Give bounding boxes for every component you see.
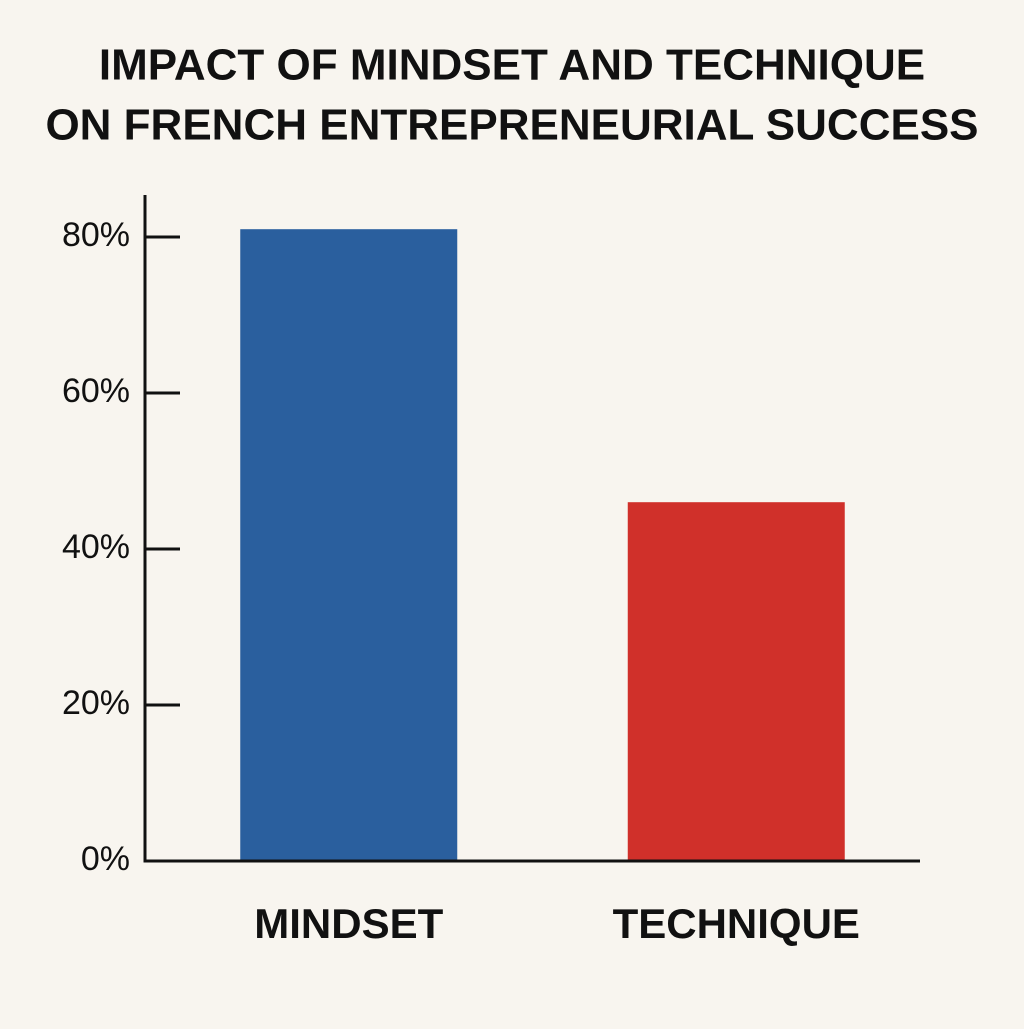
y-tick-label: 40% <box>62 528 130 566</box>
bar <box>240 229 458 861</box>
bar <box>627 502 845 861</box>
chart-title: ON FRENCH ENTREPRENEURIAL SUCCESS <box>45 101 978 150</box>
y-tick-label: 20% <box>62 684 130 722</box>
x-tick-label: TECHNIQUE <box>613 900 860 947</box>
y-tick-label: 0% <box>81 840 130 878</box>
x-tick-label: MINDSET <box>254 900 443 947</box>
y-tick-label: 80% <box>62 216 130 254</box>
y-tick-label: 60% <box>62 372 130 410</box>
chart-title: IMPACT OF MINDSET AND TECHNIQUE <box>99 41 925 90</box>
